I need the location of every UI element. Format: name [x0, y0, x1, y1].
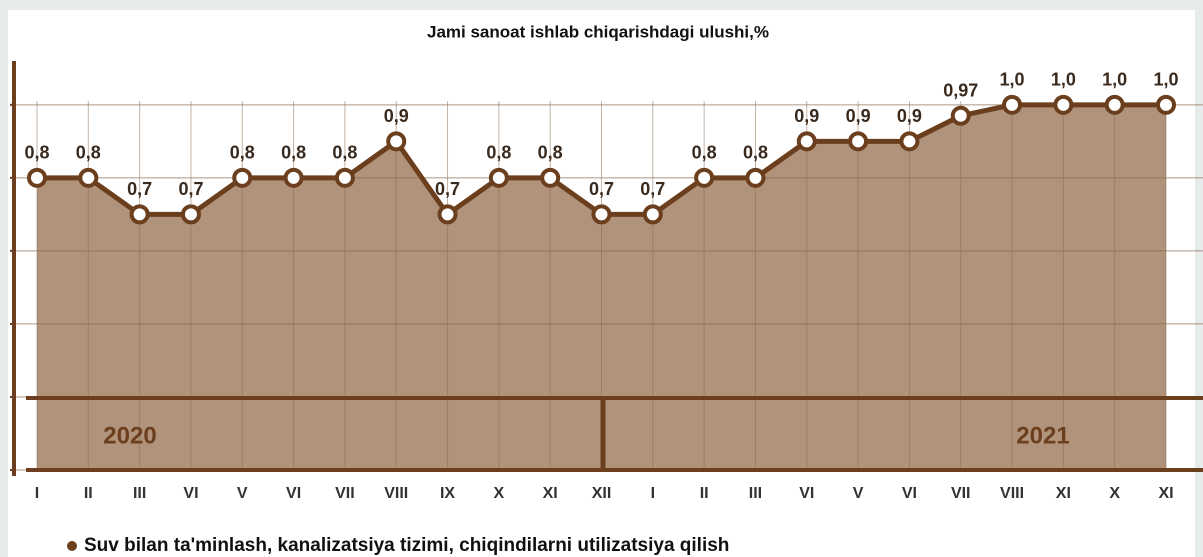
marker	[796, 131, 817, 152]
x-tick-label: I	[35, 485, 39, 502]
marker	[1104, 94, 1125, 115]
x-tick-label: XI	[1056, 485, 1071, 502]
x-tick-label: VIII	[1000, 485, 1024, 502]
data-label: 0,8	[24, 143, 49, 163]
data-label: 0,7	[435, 179, 460, 199]
marker	[745, 167, 766, 188]
data-label: 0,8	[692, 143, 717, 163]
year-label: 2020	[103, 422, 156, 449]
x-tick-label: IX	[440, 485, 455, 502]
x-tick-label: VI	[183, 485, 198, 502]
x-tick-label: VII	[335, 485, 355, 502]
data-label: 1,0	[1051, 70, 1076, 90]
data-label: 1,0	[1000, 70, 1025, 90]
marker	[899, 131, 920, 152]
data-label: 0,97	[943, 81, 978, 101]
marker	[180, 204, 201, 225]
marker	[232, 167, 253, 188]
marker	[591, 204, 612, 225]
data-label: 0,8	[486, 143, 511, 163]
data-label: 1,0	[1153, 70, 1178, 90]
marker	[334, 167, 355, 188]
x-tick-label: VI	[799, 485, 814, 502]
marker	[1156, 94, 1176, 115]
data-label: 0,8	[538, 143, 563, 163]
x-tick-label: X	[1109, 485, 1120, 502]
data-label: 0,8	[332, 143, 357, 163]
marker	[642, 204, 663, 225]
marker	[1053, 94, 1074, 115]
marker	[78, 167, 99, 188]
x-tick-label: V	[853, 485, 864, 502]
legend-label: Suv bilan ta'minlash, kanalizatsiya tizi…	[84, 535, 729, 556]
x-tick-label: VII	[951, 485, 971, 502]
marker	[1002, 94, 1023, 115]
legend-swatch	[67, 541, 77, 551]
marker	[386, 131, 407, 152]
x-tick-label: X	[494, 485, 505, 502]
x-tick-label: VI	[902, 485, 917, 502]
data-label: 0,9	[794, 106, 819, 126]
marker	[27, 167, 47, 188]
data-label: 0,9	[897, 106, 922, 126]
marker	[694, 167, 715, 188]
marker	[283, 167, 304, 188]
x-tick-label: I	[651, 485, 655, 502]
data-label: 0,9	[846, 106, 871, 126]
chart-title: Jami sanoat ishlab chiqarishdagi ulushi,…	[427, 22, 769, 41]
plot: 2020 20210,8I0,8II0,7III0,7VI0,8V0,8VI0,8…	[10, 61, 1203, 502]
data-label: 0,7	[640, 179, 665, 199]
data-label: 0,9	[384, 106, 409, 126]
data-label: 0,7	[178, 179, 203, 199]
marker	[129, 204, 150, 225]
x-tick-label: II	[700, 485, 709, 502]
data-label: 0,7	[127, 179, 152, 199]
data-label: 0,8	[743, 143, 768, 163]
x-tick-label: III	[133, 485, 146, 502]
x-tick-label: VI	[286, 485, 301, 502]
data-label: 0,8	[281, 143, 306, 163]
data-label: 1,0	[1102, 70, 1127, 90]
marker	[540, 167, 561, 188]
marker	[950, 105, 971, 126]
x-tick-label: III	[749, 485, 762, 502]
marker	[848, 131, 869, 152]
data-label: 0,7	[589, 179, 614, 199]
x-tick-label: II	[84, 485, 93, 502]
x-tick-label: VIII	[384, 485, 408, 502]
x-tick-label: XI	[543, 485, 558, 502]
year-label: 2021	[1016, 422, 1069, 449]
data-label: 0,8	[76, 143, 101, 163]
marker	[437, 204, 458, 225]
marker	[488, 167, 509, 188]
x-tick-label: XII	[592, 485, 612, 502]
x-tick-label: V	[237, 485, 248, 502]
data-label: 0,8	[230, 143, 255, 163]
x-tick-label: XI	[1158, 485, 1173, 502]
